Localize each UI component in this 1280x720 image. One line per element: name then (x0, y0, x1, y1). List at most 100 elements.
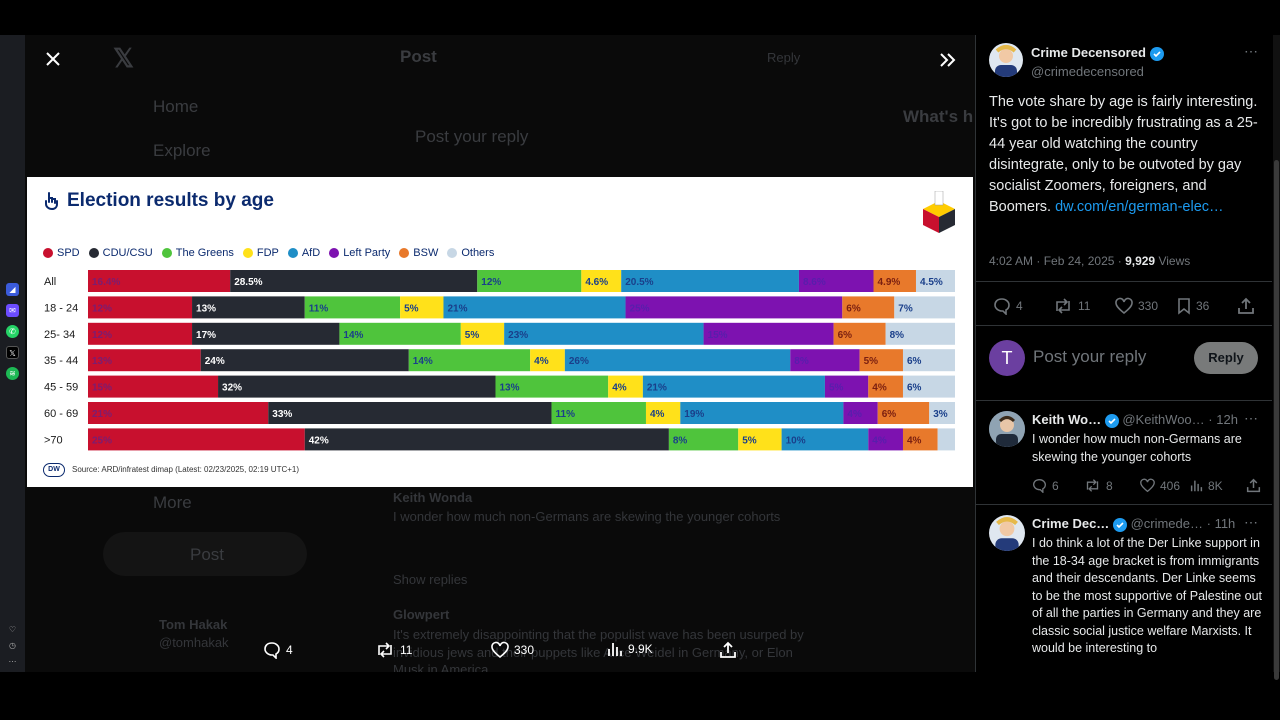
reply-text: I do think a lot of the Der Linke suppor… (1032, 536, 1262, 655)
reply-handle[interactable]: @crimede… (1130, 516, 1203, 531)
heart-outline-icon (1140, 478, 1155, 493)
like-count: 330 (1138, 299, 1159, 313)
heart-icon[interactable]: ♡ (8, 625, 17, 634)
tweet-link[interactable]: dw.com/en/german-elec… (1055, 199, 1224, 215)
bar-value-label: 7% (898, 303, 913, 314)
reply-author[interactable]: Keith Wo… (1032, 412, 1102, 427)
reply-like-count: 406 (1160, 478, 1181, 493)
bar-value-label: 4% (650, 409, 665, 420)
more-options-icon[interactable]: ⋯ (1244, 410, 1258, 426)
bar-segment (843, 402, 878, 424)
spotify-icon[interactable]: ≋ (6, 367, 19, 380)
chart-title: Election results by age (67, 190, 274, 211)
reply-avatar[interactable] (989, 411, 1025, 447)
scrollbar-thumb[interactable] (1274, 160, 1279, 680)
x-app-icon[interactable]: 𝕏 (6, 346, 19, 359)
bg-account-handle: @tomhakak (159, 635, 229, 650)
reply-repost-action[interactable]: 8 (1084, 478, 1140, 493)
clock-icon[interactable]: ◷ (9, 641, 16, 650)
modal-share-action[interactable] (719, 641, 737, 659)
user-avatar[interactable]: T (989, 340, 1025, 376)
bg-post-button (103, 532, 307, 576)
reply-icon (1032, 478, 1047, 493)
reply-action[interactable]: 4 (993, 297, 1053, 315)
chart-bars: All 16.4% 28.5% 12% 4.6% 20.5% 8.6% 4.9% 4.5% 18 … (44, 270, 955, 451)
legend-item: SPD (43, 246, 80, 260)
reply-handle[interactable]: @KeithWoo… (1122, 412, 1205, 427)
bar-segment (460, 322, 505, 345)
divider (976, 400, 1272, 401)
bar-segment (200, 349, 409, 372)
bar-value-label: 5% (404, 303, 419, 314)
reply-share-action[interactable] (1246, 478, 1261, 493)
author-handle[interactable]: @crimedecensored (1031, 64, 1144, 79)
modal-repost-action[interactable]: 11 (375, 641, 412, 659)
legend-label: Left Party (343, 247, 391, 259)
row-label: 18 - 24 (44, 302, 78, 314)
reply-time[interactable]: · 11h (1206, 516, 1236, 531)
reply-avatar[interactable] (989, 515, 1025, 551)
reply-author[interactable]: Crime Dec… (1032, 516, 1110, 531)
modal-views-action[interactable]: 9.9K (607, 641, 653, 657)
reply-reply-action[interactable]: 6 (1032, 478, 1084, 493)
row-label: 60 - 69 (44, 408, 78, 420)
legend-item: CDU/CSU (88, 246, 153, 260)
whatsapp-icon[interactable]: ✆ (6, 325, 19, 338)
bar-value-label: 16.4% (92, 277, 120, 288)
bar-value-label: 4% (907, 435, 922, 446)
legend-item: BSW (399, 246, 438, 260)
bookmark-count: 36 (1196, 299, 1210, 313)
bg-header-post: Post (400, 47, 437, 66)
reply-views-action[interactable]: 8K (1190, 479, 1246, 493)
bar-segment (859, 349, 903, 372)
bar-segment (268, 402, 552, 424)
reply-like-action[interactable]: 406 (1140, 478, 1190, 493)
bar-value-label: 14% (343, 330, 363, 341)
bookmark-action[interactable]: 36 (1177, 297, 1237, 315)
tweet-text: The vote share by age is fairly interest… (989, 92, 1264, 218)
chart-legend: SPD CDU/CSU The Greens FDP AfD Left Party BSW O… (43, 246, 494, 260)
author-name[interactable]: Crime Decensored (1031, 45, 1146, 60)
bar-value-label: 21% (92, 409, 112, 420)
hand-pointer-icon (43, 191, 59, 216)
more-options-icon[interactable]: ⋯ (1244, 514, 1258, 530)
repost-action[interactable]: 11 (1053, 297, 1115, 315)
more-icon[interactable]: ⋯ (8, 657, 17, 666)
reply-time[interactable]: · 12h (1208, 412, 1238, 427)
verified-badge-icon (1149, 46, 1164, 61)
collapse-panel-icon[interactable] (938, 51, 958, 69)
bar-segment (230, 270, 478, 292)
row-label: 45 - 59 (44, 382, 78, 394)
bar-value-label: 6% (907, 356, 922, 367)
tweet-body: The vote share by age is fairly interest… (989, 94, 1258, 215)
like-action[interactable]: 330 (1115, 297, 1177, 315)
bar-value-label: 10% (786, 435, 806, 446)
chart-image[interactable]: Election results by age SPD CDU/CSU The Gr… (27, 177, 973, 487)
row-label: >70 (44, 434, 63, 446)
bar-value-label: 13% (499, 383, 519, 394)
nav-home: Home (153, 97, 199, 116)
reply-icon (994, 298, 1010, 315)
divider (976, 325, 1272, 326)
bg-reply-text: I wonder how much non-Germans are skewin… (393, 509, 781, 524)
bar-value-label: 25% (630, 303, 650, 314)
more-options-icon[interactable]: ⋯ (1244, 43, 1258, 59)
author-avatar[interactable] (989, 43, 1023, 77)
modal-reply-action[interactable]: 4 (263, 641, 293, 659)
legend-label: FDP (256, 247, 279, 259)
scrollbar[interactable] (1273, 35, 1280, 680)
bar-value-label: 6% (882, 409, 897, 420)
tweet-timestamp[interactable]: 4:02 AM · Feb 24, 2025 · (989, 254, 1126, 268)
legend-item: The Greens (161, 246, 234, 260)
bg-post-label: Post (190, 545, 225, 564)
close-icon[interactable] (44, 50, 62, 68)
bar-value-label: 6% (907, 383, 922, 394)
reply-input[interactable]: Post your reply (1033, 347, 1147, 366)
messenger-icon[interactable]: ✉ (6, 304, 19, 317)
app-icon[interactable]: ◢ (6, 283, 19, 296)
author-name-row[interactable]: Crime Decensored (1031, 45, 1164, 61)
tweet-actions: 4 11 330 36 (993, 297, 1255, 315)
reply-button[interactable]: Reply (1194, 342, 1258, 374)
modal-like-action[interactable]: 330 (491, 641, 534, 659)
share-action[interactable] (1237, 297, 1255, 315)
